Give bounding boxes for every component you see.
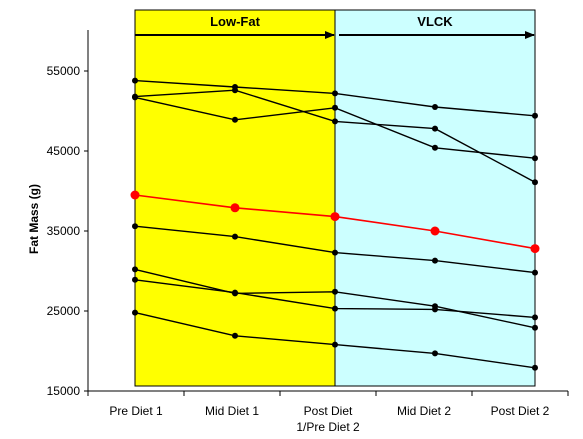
- data-point: [332, 249, 338, 256]
- phase-band-1: [334, 9, 536, 387]
- data-point: [532, 155, 538, 162]
- data-point: [132, 266, 138, 273]
- y-axis-title: Fat Mass (g): [27, 184, 41, 254]
- y-tick-label: 25000: [47, 304, 81, 318]
- phase-label-1: VLCK: [417, 14, 453, 29]
- data-point: [130, 190, 140, 200]
- data-point: [432, 257, 438, 264]
- phase-label-0: Low-Fat: [210, 14, 260, 29]
- phase-band-0: [134, 9, 336, 387]
- data-point: [330, 212, 340, 222]
- data-point: [332, 118, 338, 125]
- axes: 15000 25000 35000 45000 55000 Pre Diet 1 Mid D…: [47, 30, 569, 434]
- data-point: [230, 203, 240, 213]
- data-point: [232, 233, 238, 240]
- data-point: [432, 350, 438, 357]
- data-point: [432, 125, 438, 132]
- series-lines: [130, 77, 540, 371]
- data-point: [532, 314, 538, 321]
- x-tick-label: Pre Diet 1: [109, 404, 163, 418]
- y-tick-label: 35000: [47, 224, 81, 238]
- data-point: [132, 77, 138, 84]
- data-point: [532, 324, 538, 331]
- data-point: [532, 179, 538, 186]
- y-tick-label: 45000: [47, 144, 81, 158]
- data-point: [532, 269, 538, 276]
- data-point: [332, 90, 338, 97]
- data-point: [332, 104, 338, 111]
- data-point: [232, 289, 238, 296]
- x-tick-label: Mid Diet 1: [205, 404, 259, 418]
- data-point: [332, 305, 338, 312]
- data-point: [132, 309, 138, 316]
- phase-labels: Low-Fat VLCK: [135, 14, 535, 39]
- data-point: [432, 104, 438, 110]
- data-point: [232, 332, 238, 339]
- data-point: [132, 276, 138, 283]
- data-point: [332, 341, 338, 348]
- data-point: [332, 288, 338, 295]
- data-point: [532, 112, 538, 119]
- data-point: [532, 364, 538, 371]
- x-tick-label: Mid Diet 2: [397, 404, 451, 418]
- phase-bands: [134, 9, 536, 387]
- y-tick-label: 15000: [47, 384, 81, 398]
- data-point: [430, 226, 440, 236]
- data-point: [132, 223, 138, 230]
- data-point: [432, 306, 438, 313]
- y-tick-label: 55000: [47, 64, 81, 78]
- data-point: [530, 244, 540, 254]
- data-point: [232, 87, 238, 94]
- data-point: [432, 144, 438, 151]
- data-point: [232, 116, 238, 123]
- data-point: [132, 94, 138, 101]
- x-tick-label: Post Diet 2: [491, 404, 550, 418]
- x-tick-label: Post Diet: [304, 404, 353, 418]
- x-tick-label: 1/Pre Diet 2: [296, 420, 360, 434]
